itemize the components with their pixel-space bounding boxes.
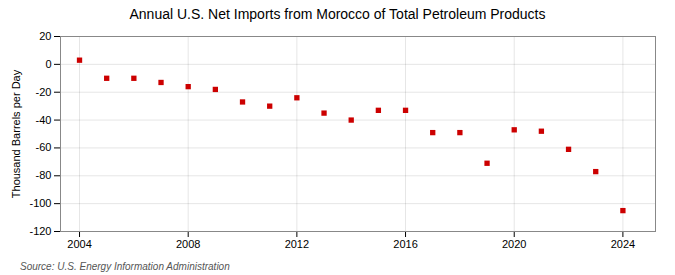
svg-text:2012: 2012 xyxy=(285,238,309,250)
svg-text:2016: 2016 xyxy=(393,238,417,250)
svg-text:-60: -60 xyxy=(36,141,52,153)
svg-text:20: 20 xyxy=(39,30,51,42)
svg-text:2020: 2020 xyxy=(502,238,526,250)
svg-text:2024: 2024 xyxy=(611,238,635,250)
html-text:Source: U.S. Energy Informatio: Source: U.S. Energy Information Administ… xyxy=(20,261,230,272)
svg-text:-100: -100 xyxy=(29,197,51,209)
svg-text:0: 0 xyxy=(45,58,51,70)
svg-text:-40: -40 xyxy=(36,114,52,126)
svg-text:2004: 2004 xyxy=(67,238,91,250)
svg-text:-20: -20 xyxy=(36,86,52,98)
html-text:Annual U.S. Net Imports from M: Annual U.S. Net Imports from Morocco of … xyxy=(129,6,546,22)
svg-text:-120: -120 xyxy=(29,225,51,237)
svg-text:Thousand Barrels per Day: Thousand Barrels per Day xyxy=(10,69,22,198)
svg-text:2008: 2008 xyxy=(176,238,200,250)
svg-text:-80: -80 xyxy=(36,169,52,181)
